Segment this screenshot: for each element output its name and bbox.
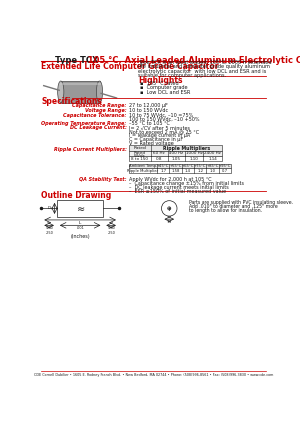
Ellipse shape [96, 81, 103, 102]
Text: +65°C: +65°C [182, 164, 194, 168]
Text: ▪  Low DCL and ESR: ▪ Low DCL and ESR [140, 90, 190, 94]
Text: 1.4: 1.4 [185, 169, 191, 173]
Text: +95°C: +95°C [219, 164, 231, 168]
Text: V = Rated voltage: V = Rated voltage [129, 141, 174, 146]
Text: (Inches): (Inches) [70, 234, 90, 239]
Text: 400 Hz: 400 Hz [169, 151, 183, 155]
Text: 100 to 150 WVdc, –10 +50%: 100 to 150 WVdc, –10 +50% [129, 116, 200, 122]
Text: Rated: Rated [134, 151, 146, 155]
Text: 1.10: 1.10 [190, 157, 199, 161]
Text: Ripple Multipliers: Ripple Multipliers [163, 146, 210, 151]
Text: 1000 Hz: 1000 Hz [186, 151, 202, 155]
Text: Apply WVdc for 2,000 h at 105 °C: Apply WVdc for 2,000 h at 105 °C [129, 177, 212, 182]
Bar [129, 168, 231, 173]
Text: Add .010" to diameter and .125" more: Add .010" to diameter and .125" more [189, 204, 278, 209]
Text: .500
.250: .500 .250 [45, 226, 53, 235]
Bar [57, 200, 104, 217]
Text: electrolytic capacitor  with low DCL and ESR and is: electrolytic capacitor with low DCL and … [138, 69, 266, 74]
Text: I = leakage current in μA: I = leakage current in μA [129, 133, 190, 138]
Text: –  ESR ≤150% of initial measured value: – ESR ≤150% of initial measured value [129, 189, 226, 194]
Text: Ripple Multiplier: Ripple Multiplier [127, 169, 158, 173]
Text: Capacitance Tolerance:: Capacitance Tolerance: [63, 113, 127, 118]
Text: 105 °C, Axial Leaded Aluminum Electrolytic Capacitors: 105 °C, Axial Leaded Aluminum Electrolyt… [82, 57, 300, 65]
Text: +85°C: +85°C [206, 164, 219, 168]
Text: +75°C: +75°C [194, 164, 206, 168]
Text: 2400 Hz: 2400 Hz [204, 151, 221, 155]
Text: 1.7: 1.7 [160, 169, 166, 173]
Text: 1.58: 1.58 [171, 169, 180, 173]
Bar [129, 150, 222, 156]
Text: D: D [168, 220, 171, 224]
Text: –  Capacitance change ±15% from initial limits: – Capacitance change ±15% from initial l… [129, 181, 244, 186]
Text: 1.2: 1.2 [197, 169, 203, 173]
Text: CDE Cornell Dubilier • 1605 E. Rodney French Blvd. • New Bedford, MA 02744 • Pho: CDE Cornell Dubilier • 1605 E. Rodney Fr… [34, 373, 273, 377]
Text: 1.14: 1.14 [208, 157, 217, 161]
Text: to length to allow for insulation.: to length to allow for insulation. [189, 208, 262, 213]
Text: Specifications: Specifications [41, 97, 102, 106]
Text: C = Capacitance in μF: C = Capacitance in μF [129, 137, 183, 142]
Text: .500
.250: .500 .250 [107, 226, 115, 235]
Text: Type TCX is an axial leaded, 105°C, 2000 h extended: Type TCX is an axial leaded, 105°C, 2000… [138, 60, 272, 65]
Text: 27 to 12,000 μF: 27 to 12,000 μF [129, 103, 168, 108]
Bar [129, 156, 222, 162]
Text: 1.05: 1.05 [172, 157, 181, 161]
Text: life industrial and computer grade quality aluminum: life industrial and computer grade quali… [138, 65, 270, 69]
Text: Operating Temperature Range:: Operating Temperature Range: [41, 121, 127, 126]
Text: Voltage Range:: Voltage Range: [85, 108, 127, 113]
Text: 10 to 75 WVdc, –10 =75%: 10 to 75 WVdc, –10 =75% [129, 113, 193, 118]
Text: DC Leakage Current:: DC Leakage Current: [70, 125, 127, 130]
Text: D: D [47, 207, 51, 210]
Text: –55 °C to 105 °C: –55 °C to 105 °C [129, 121, 170, 126]
Text: Rated: Rated [134, 146, 146, 150]
Text: +45°C: +45°C [157, 164, 169, 168]
Text: 10 to 150 WVdc: 10 to 150 WVdc [129, 108, 168, 113]
Text: WVdc: WVdc [134, 154, 146, 158]
Text: ▪  Computer grade: ▪ Computer grade [140, 85, 188, 90]
Text: ▪  105 °C rated: ▪ 105 °C rated [140, 81, 178, 86]
Text: 0.7: 0.7 [222, 169, 228, 173]
Text: +55°C: +55°C [169, 164, 182, 168]
Text: L: L [79, 221, 81, 225]
Bar [129, 164, 231, 168]
Text: Ripple Current Multipliers:: Ripple Current Multipliers: [54, 147, 127, 152]
Text: 60 Hz: 60 Hz [153, 151, 165, 155]
Text: 1.0: 1.0 [210, 169, 216, 173]
Text: suitable for computer applications.: suitable for computer applications. [138, 73, 226, 78]
Text: Outline Drawing: Outline Drawing [41, 191, 112, 200]
Text: QA Stability Test:: QA Stability Test: [79, 177, 127, 182]
Text: Extended Life Computer Grade Capacitor: Extended Life Computer Grade Capacitor [41, 62, 219, 71]
Text: Ambient Temp.: Ambient Temp. [129, 164, 157, 168]
Text: Parts are supplied with PVC insulating sleeve.: Parts are supplied with PVC insulating s… [189, 200, 293, 205]
Text: .001: .001 [76, 226, 84, 230]
Text: Highlights: Highlights [138, 76, 183, 85]
Text: $\approx$: $\approx$ [75, 204, 86, 213]
Text: –  DC leakage current meets initial limits: – DC leakage current meets initial limit… [129, 185, 229, 190]
Text: Type TCX: Type TCX [55, 57, 98, 65]
Text: Not to exceed 2 mA @ 25 °C: Not to exceed 2 mA @ 25 °C [129, 129, 199, 134]
Ellipse shape [58, 81, 64, 102]
Bar [61, 81, 100, 102]
Bar [129, 145, 222, 150]
Text: Capacitance Range:: Capacitance Range: [72, 103, 127, 108]
Text: 0.8: 0.8 [156, 157, 162, 161]
Text: 8 to 150: 8 to 150 [131, 157, 148, 161]
Text: I= 2 √CV after 5 minutes: I= 2 √CV after 5 minutes [129, 125, 190, 130]
